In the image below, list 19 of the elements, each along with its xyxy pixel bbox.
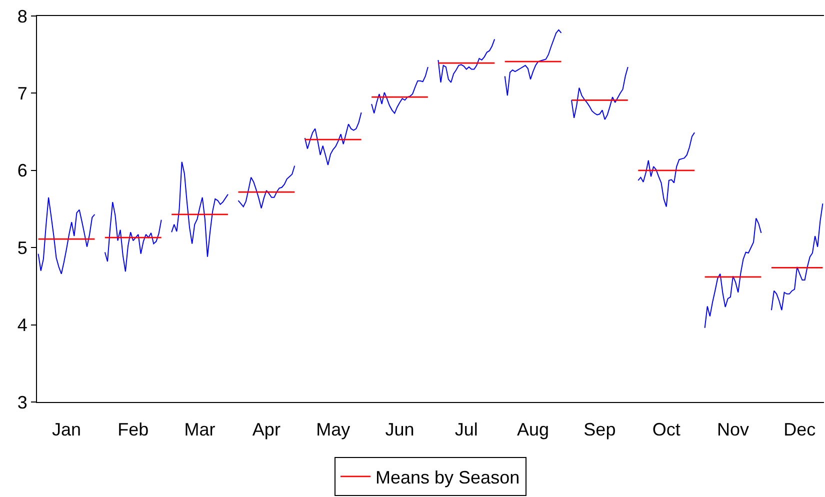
x-tick-label: Feb: [118, 420, 149, 440]
x-tick-label: Sep: [584, 420, 616, 440]
y-tick-label: 3: [17, 392, 28, 412]
x-tick-label: Jul: [454, 420, 478, 440]
y-tick-label: 7: [17, 84, 28, 104]
x-tick-label: Nov: [716, 420, 750, 440]
y-tick-label: 6: [17, 160, 28, 181]
x-tick-label: May: [316, 420, 350, 440]
y-tick-label: 5: [17, 238, 28, 258]
y-tick-label: 4: [17, 315, 28, 336]
x-tick-label: Aug: [517, 420, 550, 440]
x-tick-label: Jan: [52, 420, 81, 440]
x-tick-label: Jun: [385, 420, 414, 440]
legend-label: Means by Season: [376, 467, 520, 488]
x-tick-label: Oct: [652, 420, 680, 440]
y-tick-label: 8: [17, 6, 28, 26]
x-tick-label: Dec: [784, 420, 816, 440]
x-tick-label: Apr: [252, 420, 280, 440]
x-tick-label: Mar: [184, 420, 216, 440]
